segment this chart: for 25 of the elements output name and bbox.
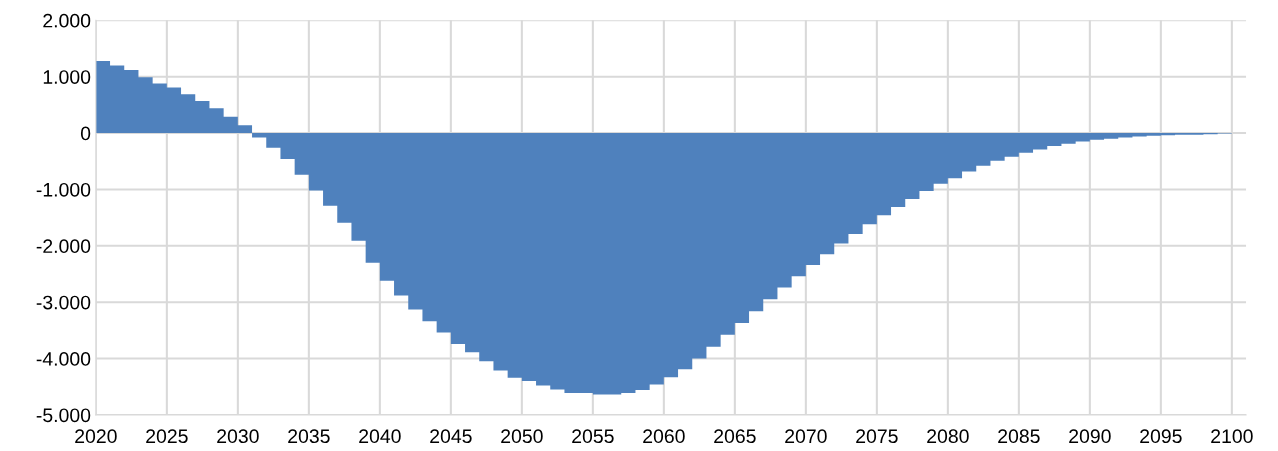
x-tick-label: 2080 bbox=[927, 429, 969, 444]
y-tick-label: -5.000 bbox=[36, 408, 91, 423]
x-tick-label: 2065 bbox=[714, 429, 756, 444]
x-tick-label: 2055 bbox=[572, 429, 614, 444]
x-tick-label: 2035 bbox=[288, 429, 330, 444]
x-tick-label: 2095 bbox=[1140, 429, 1182, 444]
x-tick-label: 2100 bbox=[1211, 429, 1253, 444]
y-tick-label: -2.000 bbox=[36, 239, 91, 254]
x-tick-label: 2020 bbox=[75, 429, 117, 444]
y-tick-label: -3.000 bbox=[36, 295, 91, 310]
x-tick-label: 2045 bbox=[430, 429, 472, 444]
x-tick-label: 2030 bbox=[217, 429, 259, 444]
y-tick-label: 0 bbox=[80, 126, 91, 141]
x-tick-label: 2085 bbox=[998, 429, 1040, 444]
x-tick-label: 2075 bbox=[856, 429, 898, 444]
y-tick-label: 1.000 bbox=[43, 70, 91, 84]
y-tick-label: 2.000 bbox=[43, 13, 91, 28]
y-tick-label: -1.000 bbox=[36, 182, 91, 197]
x-tick-label: 2060 bbox=[643, 429, 685, 444]
x-tick-label: 2090 bbox=[1069, 429, 1111, 444]
x-tick-label: 2050 bbox=[501, 429, 543, 444]
x-tick-label: 2070 bbox=[785, 429, 827, 444]
x-tick-label: 2025 bbox=[146, 429, 188, 444]
x-tick-label: 2040 bbox=[359, 429, 401, 444]
y-tick-label: -4.000 bbox=[36, 352, 91, 366]
